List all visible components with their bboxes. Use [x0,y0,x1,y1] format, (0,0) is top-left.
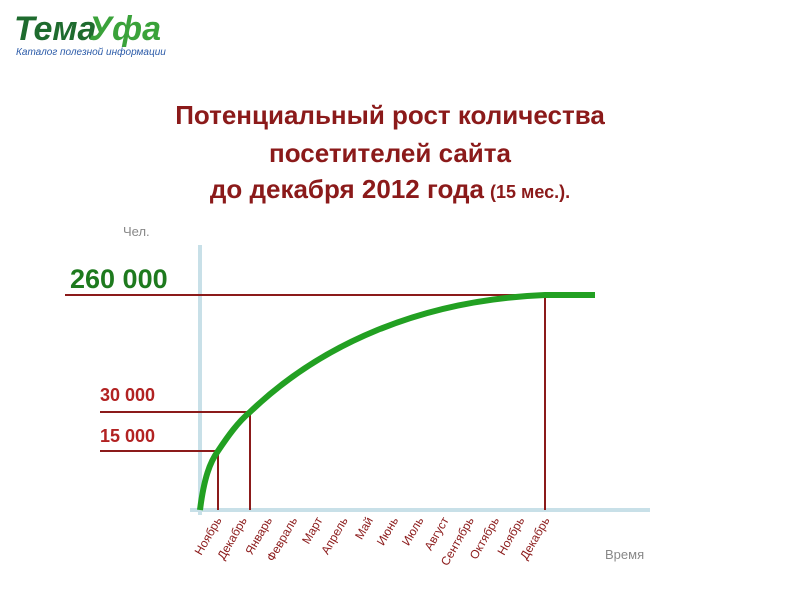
level-label: 30 000 [100,385,155,405]
month-label: Июнь [374,515,401,548]
y-axis-label: Чел. [123,224,150,239]
growth-curve [197,292,595,511]
title-line3: до декабря 2012 года [210,174,485,204]
x-axis-label: Время [605,547,644,562]
level-label: 15 000 [100,426,155,446]
title-line: до декабря 2012 года (15 мес.). [210,174,570,204]
title-line: посетителей сайта [269,138,512,168]
logo-tagline: Каталог полезной информации [16,46,166,58]
logo-part2: Уфа [89,10,161,48]
month-label: Март [299,514,326,546]
title-line: Потенциальный рост количества [175,100,605,130]
level-label: 260 000 [70,264,168,294]
logo-part1: Тема [14,10,96,48]
month-label: Май [352,515,376,542]
title-note: (15 мес.). [490,182,570,202]
